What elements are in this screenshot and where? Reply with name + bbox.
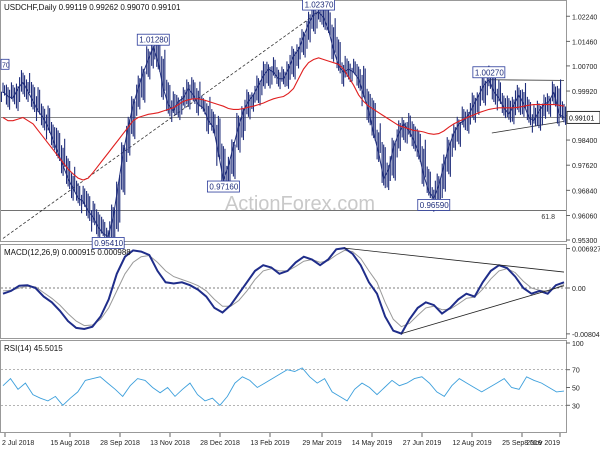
x-tick-label: 28 Dec 2018 bbox=[200, 440, 240, 447]
price-tick-label: 0.97620 bbox=[572, 163, 597, 170]
x-tick-label: 27 Jun 2019 bbox=[403, 440, 442, 447]
rsi-tick-label: 100 bbox=[572, 341, 584, 348]
price-panel-frame bbox=[0, 0, 567, 242]
rsi-panel-frame bbox=[0, 340, 567, 433]
price-annotation-box bbox=[472, 66, 506, 79]
price-tick-label: 1.02240 bbox=[572, 14, 597, 21]
x-tick-label: 8 Nov 2019 bbox=[524, 440, 560, 447]
x-tick-label: 25 Sep 2019 bbox=[502, 440, 542, 447]
edge-annotation-label: 70 bbox=[2, 62, 10, 69]
macd-line bbox=[2, 247, 565, 335]
x-tick-label: 2 Jul 2018 bbox=[2, 440, 34, 447]
price-annotation-label: 1.01280 bbox=[139, 36, 168, 45]
price-annotation-box bbox=[136, 33, 170, 46]
macd-tick-label: 0.00 bbox=[572, 286, 586, 293]
macd-tick-label: -0.008049 bbox=[572, 332, 600, 339]
price-panel-title: USDCHF,Daily 0.99119 0.99262 0.99070 0.9… bbox=[4, 3, 181, 12]
last-price-box bbox=[566, 110, 600, 124]
price-annotation-box bbox=[302, 0, 335, 11]
macd-trendline bbox=[344, 247, 565, 273]
price-tick-label: 0.96840 bbox=[572, 188, 597, 195]
price-tick-label: 1.01460 bbox=[572, 39, 597, 46]
price-annotation-box bbox=[417, 199, 451, 211]
rsi-chart: 100 70 50 30 bbox=[1, 341, 584, 410]
macd-trendline bbox=[401, 285, 565, 334]
last-price-label: 0.99101 bbox=[569, 115, 594, 122]
price-tick-label: 0.95300 bbox=[572, 238, 597, 245]
macd-tick-label: 0.006927 bbox=[572, 247, 600, 254]
price-annotation-box bbox=[91, 237, 125, 249]
price-annotation-box bbox=[206, 180, 240, 193]
triangle-lower-line bbox=[491, 120, 565, 134]
rsi-tick-label: 70 bbox=[572, 368, 580, 375]
price-annotation-label: 0.96590 bbox=[420, 201, 449, 210]
rsi-tick-label: 50 bbox=[572, 386, 580, 393]
rsi-panel-title: RSI(14) 45.5015 bbox=[4, 344, 63, 353]
x-tick-label: 13 Nov 2018 bbox=[150, 440, 190, 447]
macd-panel-frame bbox=[0, 244, 567, 339]
x-tick-label: 14 May 2019 bbox=[352, 440, 393, 447]
price-annotation-label: 1.02370 bbox=[305, 1, 334, 10]
price-annotation-label: 1.00270 bbox=[475, 68, 504, 77]
price-tick-label: 0.99920 bbox=[572, 89, 597, 96]
price-line bbox=[2, 11, 565, 238]
rsi-line bbox=[2, 367, 565, 406]
x-tick-label: 12 Aug 2019 bbox=[452, 440, 491, 447]
x-tick-label: 29 Mar 2019 bbox=[302, 440, 341, 447]
watermark: ActionForex.com bbox=[225, 193, 375, 215]
price-tick-label: 0.96060 bbox=[572, 213, 597, 220]
price-annotation-label: 0.95410 bbox=[94, 239, 123, 248]
x-tick-label: 28 Sep 2018 bbox=[100, 440, 140, 447]
x-tick-label: 15 Aug 2018 bbox=[50, 440, 89, 447]
triangle-upper-line bbox=[488, 79, 565, 81]
macd-panel-title: MACD(12,26,9) 0.000915 0.000988 bbox=[4, 248, 131, 257]
edge-annotation-box bbox=[0, 58, 10, 70]
rsi-tick-label: 30 bbox=[572, 403, 580, 410]
fib-level-label: 61.8 bbox=[541, 214, 555, 221]
price-annotation-label: 0.97160 bbox=[209, 183, 238, 192]
x-axis: 2 Jul 2018 15 Aug 2018 28 Sep 2018 13 Nov 2… bbox=[2, 433, 561, 447]
x-tick-label: 13 Feb 2019 bbox=[250, 440, 289, 447]
macd-chart: 0.006927 0.00 -0.008049 bbox=[1, 247, 600, 339]
moving-average-line bbox=[2, 57, 565, 181]
price-tick-label: 1.00700 bbox=[572, 64, 597, 71]
price-chart: 1.022401.014601.007000.999200.991600.984… bbox=[0, 0, 600, 249]
price-tick-label: 0.98400 bbox=[572, 138, 597, 145]
